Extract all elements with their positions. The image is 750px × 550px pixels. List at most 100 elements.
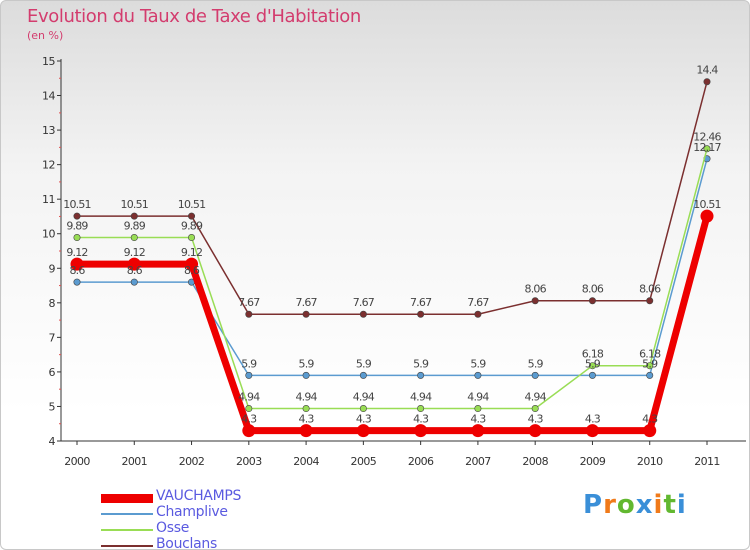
legend-swatch-vauchamps	[101, 494, 153, 503]
data-point-bouclans	[302, 310, 310, 318]
data-point-osse	[588, 362, 596, 370]
data-point-vauchamps	[700, 209, 714, 223]
data-label-bouclans: 7.67	[353, 296, 375, 309]
logo-letter: i	[676, 490, 687, 520]
series-line-osse	[76, 147, 708, 410]
data-label-champlive: 8.6	[184, 264, 200, 277]
data-label-champlive: 5.9	[585, 357, 601, 370]
data-point-osse	[417, 405, 425, 413]
data-label-vauchamps: 4.3	[528, 413, 544, 426]
data-label-vauchamps: 4.3	[299, 413, 315, 426]
data-point-bouclans	[531, 297, 539, 305]
y-tick-label: 12	[42, 159, 55, 172]
data-point-osse	[245, 405, 253, 413]
x-tick-label: 2005	[351, 455, 377, 468]
x-tick-label: 2007	[465, 455, 491, 468]
chart-title: Evolution du Taux de Taxe d'Habitation	[27, 6, 361, 27]
data-point-bouclans	[359, 310, 367, 318]
data-label-osse: 6.18	[582, 348, 604, 361]
data-label-osse: 9.89	[124, 220, 146, 233]
legend-label-osse: Osse	[156, 520, 190, 536]
logo-letter: i	[653, 490, 664, 520]
chart-subtitle: (en %)	[27, 29, 64, 42]
x-tick-label: 2008	[522, 455, 548, 468]
logo-letter: P	[583, 490, 604, 520]
data-label-vauchamps: 9.12	[181, 246, 202, 259]
data-point-champlive	[302, 371, 310, 379]
data-label-vauchamps: 4.3	[470, 413, 486, 426]
data-point-bouclans	[646, 297, 654, 305]
data-point-champlive	[359, 371, 367, 379]
data-label-osse: 9.89	[66, 220, 88, 233]
data-point-vauchamps	[127, 257, 141, 271]
data-point-champlive	[130, 278, 138, 286]
x-tick-label: 2000	[64, 455, 90, 468]
data-point-vauchamps	[414, 424, 428, 438]
data-point-osse	[302, 405, 310, 413]
data-label-champlive: 12.17	[693, 141, 721, 154]
data-label-bouclans: 14.4	[696, 64, 718, 77]
y-tick-label: 7	[49, 331, 56, 344]
data-point-osse	[474, 405, 482, 413]
data-point-vauchamps	[356, 424, 370, 438]
data-label-bouclans: 7.67	[410, 296, 432, 309]
data-label-champlive: 5.9	[413, 357, 429, 370]
y-tick-label: 6	[49, 366, 56, 379]
y-tick-label: 11	[42, 193, 55, 206]
legend-swatch-osse	[101, 529, 153, 531]
legend-swatch-bouclans	[101, 545, 153, 547]
data-label-bouclans: 8.06	[582, 283, 604, 296]
data-point-vauchamps	[70, 257, 84, 271]
series-line-vauchamps	[73, 212, 711, 435]
x-tick-label: 2003	[236, 455, 262, 468]
data-label-osse: 4.94	[525, 391, 547, 404]
data-point-vauchamps	[585, 424, 599, 438]
data-point-bouclans	[130, 212, 138, 220]
data-label-bouclans: 8.06	[525, 283, 547, 296]
x-tick-label: 2004	[293, 455, 319, 468]
data-point-bouclans	[245, 310, 253, 318]
y-tick-label: 10	[42, 228, 55, 241]
y-tick-label: 8	[49, 297, 56, 310]
data-label-bouclans: 8.06	[639, 283, 661, 296]
data-label-champlive: 5.9	[470, 357, 486, 370]
data-point-champlive	[588, 371, 596, 379]
data-point-champlive	[417, 371, 425, 379]
data-label-osse: 6.18	[639, 348, 661, 361]
data-label-champlive: 5.9	[356, 357, 372, 370]
data-point-osse	[703, 145, 711, 153]
data-label-vauchamps: 9.12	[66, 246, 87, 259]
data-label-bouclans: 7.67	[295, 296, 317, 309]
y-tick-label: 14	[42, 90, 55, 103]
data-point-vauchamps	[471, 424, 485, 438]
data-label-vauchamps: 4.3	[585, 413, 601, 426]
data-point-vauchamps	[242, 424, 256, 438]
data-label-bouclans: 10.51	[63, 198, 91, 211]
legend-label-bouclans: Bouclans	[156, 536, 217, 550]
data-point-bouclans	[474, 310, 482, 318]
legend-label-vauchamps: VAUCHAMPS	[156, 488, 242, 504]
logo-letter: x	[635, 490, 654, 520]
data-point-champlive	[73, 278, 81, 286]
data-label-bouclans: 7.67	[467, 296, 489, 309]
data-label-osse: 4.94	[410, 391, 432, 404]
data-label-champlive: 5.9	[241, 357, 257, 370]
data-point-bouclans	[73, 212, 81, 220]
data-label-osse: 4.94	[238, 391, 260, 404]
data-label-bouclans: 10.51	[178, 198, 206, 211]
data-point-champlive	[245, 371, 253, 379]
y-tick-label: 9	[49, 262, 56, 275]
series-line-champlive	[76, 158, 708, 377]
data-point-osse	[359, 405, 367, 413]
data-point-osse	[73, 234, 81, 242]
data-label-vauchamps: 9.12	[124, 246, 145, 259]
data-point-bouclans	[588, 297, 596, 305]
data-point-bouclans	[417, 310, 425, 318]
data-point-champlive	[531, 371, 539, 379]
logo-letter: o	[616, 490, 636, 520]
y-tick-label: 5	[49, 400, 56, 413]
legend-swatch-champlive	[101, 513, 153, 515]
legend-label-champlive: Champlive	[156, 504, 228, 520]
data-label-vauchamps: 4.3	[241, 413, 257, 426]
